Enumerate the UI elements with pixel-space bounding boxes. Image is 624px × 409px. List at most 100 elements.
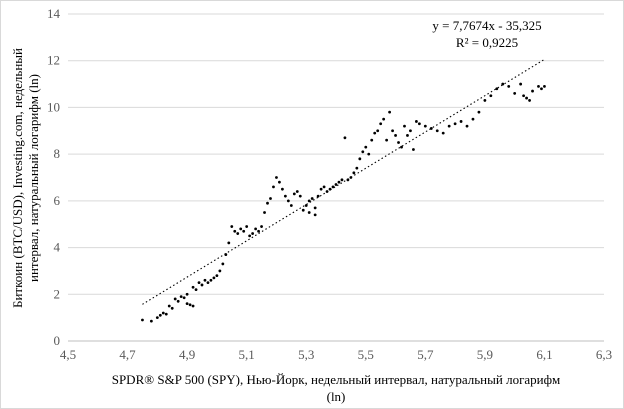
data-point-104 xyxy=(477,110,481,114)
data-point-44 xyxy=(275,176,278,179)
data-points xyxy=(141,82,546,323)
data-point-15 xyxy=(191,304,195,308)
data-point-80 xyxy=(376,129,380,133)
data-point-83 xyxy=(385,138,389,142)
data-point-57 xyxy=(310,197,314,200)
data-point-31 xyxy=(236,232,240,235)
data-point-89 xyxy=(403,124,406,128)
data-point-25 xyxy=(218,269,222,273)
data-point-111 xyxy=(519,82,523,86)
data-point-102 xyxy=(465,124,469,128)
data-point-6 xyxy=(167,304,171,308)
data-point-107 xyxy=(495,87,499,91)
data-point-84 xyxy=(388,110,391,114)
data-point-30 xyxy=(233,229,237,233)
x-tick-label-4: 5,3 xyxy=(298,347,314,362)
data-point-8 xyxy=(173,297,177,301)
data-point-34 xyxy=(245,225,249,228)
data-point-55 xyxy=(307,199,311,203)
data-point-40 xyxy=(263,211,266,214)
y-tick-label-1: 2 xyxy=(54,286,61,301)
data-point-97 xyxy=(435,129,439,133)
y-tick-label-3: 6 xyxy=(54,193,61,208)
data-point-66 xyxy=(334,183,338,186)
data-point-37 xyxy=(254,227,257,231)
data-point-106 xyxy=(489,94,493,98)
data-point-85 xyxy=(391,129,394,133)
data-point-36 xyxy=(251,232,255,235)
data-point-90 xyxy=(406,134,409,137)
data-point-7 xyxy=(170,306,174,310)
data-point-76 xyxy=(364,145,368,149)
data-point-48 xyxy=(286,199,290,203)
data-point-68 xyxy=(340,178,344,182)
data-point-12 xyxy=(185,292,189,296)
y-tick-label-7: 14 xyxy=(47,6,61,21)
x-tick-label-7: 5,9 xyxy=(477,347,493,362)
gridlines xyxy=(68,13,604,295)
trendline xyxy=(142,58,545,305)
data-point-74 xyxy=(358,157,362,161)
data-point-19 xyxy=(200,283,204,287)
data-point-94 xyxy=(417,122,421,126)
data-point-115 xyxy=(531,89,534,93)
data-point-79 xyxy=(373,131,377,135)
data-point-0 xyxy=(141,318,144,322)
data-point-67 xyxy=(337,180,341,184)
x-tick-label-1: 4,7 xyxy=(119,347,136,362)
data-point-61 xyxy=(319,187,323,191)
trendline-equation: y = 7,7674x - 35,325 xyxy=(432,18,541,33)
data-point-54 xyxy=(304,204,308,207)
data-point-43 xyxy=(272,185,275,189)
data-point-20 xyxy=(203,278,207,282)
data-point-51 xyxy=(295,190,299,193)
data-point-114 xyxy=(528,99,531,102)
data-point-53 xyxy=(301,208,305,212)
data-point-93 xyxy=(415,120,418,123)
data-point-26 xyxy=(221,262,225,266)
data-point-110 xyxy=(513,92,517,95)
data-point-92 xyxy=(412,148,415,151)
data-point-117 xyxy=(540,87,543,91)
data-point-1 xyxy=(149,319,153,323)
data-point-72 xyxy=(352,171,356,175)
trendline-r-squared: R² = 0,9225 xyxy=(456,35,518,50)
data-point-112 xyxy=(522,94,525,98)
x-tick-label-5: 5,5 xyxy=(358,347,374,362)
data-point-91 xyxy=(409,129,412,133)
data-point-23 xyxy=(212,276,216,280)
data-point-100 xyxy=(453,122,457,126)
y-tick-label-0: 0 xyxy=(54,333,61,348)
x-axis-label-line2: (ln) xyxy=(327,389,346,404)
data-point-11 xyxy=(182,296,186,300)
data-point-105 xyxy=(483,99,487,102)
data-point-21 xyxy=(206,281,210,285)
data-point-16 xyxy=(191,285,195,289)
data-point-45 xyxy=(278,180,281,184)
data-point-47 xyxy=(283,194,287,198)
x-tick-label-8: 6,1 xyxy=(536,347,552,362)
data-point-52 xyxy=(298,194,302,198)
y-tick-label-6: 12 xyxy=(47,53,60,68)
data-point-78 xyxy=(370,138,374,142)
data-point-3 xyxy=(158,313,162,317)
y-tick-label-2: 4 xyxy=(54,240,61,255)
data-point-22 xyxy=(209,278,213,282)
data-point-86 xyxy=(394,134,397,137)
data-point-77 xyxy=(367,152,371,156)
x-tick-label-0: 4,5 xyxy=(60,347,76,362)
data-point-103 xyxy=(471,117,475,121)
x-tick-label-3: 5,1 xyxy=(239,347,255,362)
data-point-28 xyxy=(227,241,231,245)
data-point-60 xyxy=(316,194,320,198)
trendline-line xyxy=(142,58,545,305)
data-point-2 xyxy=(155,316,159,320)
y-tick-label-4: 8 xyxy=(54,146,61,161)
x-tick-labels: 4,5 4,7 4,9 5,1 5,3 5,5 5,7 5,9 6,1 6,3 xyxy=(60,347,612,362)
data-point-35 xyxy=(248,234,252,238)
data-point-32 xyxy=(239,227,243,231)
data-point-38 xyxy=(257,229,260,233)
y-axis-label-line1: Биткоин (BTC/USD), Investing.com, недель… xyxy=(10,48,25,308)
data-point-82 xyxy=(382,117,386,121)
